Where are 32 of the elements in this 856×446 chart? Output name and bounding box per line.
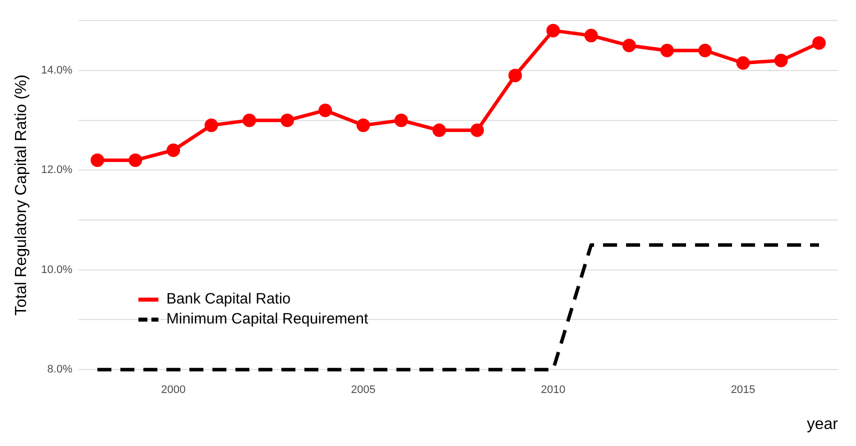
- point: [90, 153, 104, 167]
- y-tick-label: 8.0%: [47, 364, 73, 376]
- point: [280, 114, 294, 128]
- point: [394, 114, 408, 128]
- legend-label: Minimum Capital Requirement: [166, 310, 369, 328]
- x-tick-label: 2015: [730, 384, 756, 396]
- point: [470, 124, 484, 138]
- point: [128, 153, 142, 167]
- y-axis-title: Total Regulatory Capital Ratio (%): [13, 74, 30, 316]
- point: [812, 36, 826, 50]
- y-tick-label: 12.0%: [41, 164, 73, 176]
- point: [204, 118, 218, 132]
- point: [622, 38, 636, 52]
- point: [660, 44, 674, 58]
- point: [546, 24, 560, 38]
- point: [774, 54, 788, 68]
- point: [432, 124, 446, 138]
- legend-label: Bank Capital Ratio: [166, 290, 291, 308]
- x-axis-title: year: [806, 416, 839, 433]
- x-tick-label: 2000: [161, 384, 186, 396]
- point: [698, 44, 712, 58]
- point: [166, 143, 180, 157]
- x-tick-label: 2010: [540, 384, 566, 396]
- point: [508, 68, 522, 82]
- y-tick-label: 14.0%: [41, 64, 73, 76]
- point: [736, 56, 750, 70]
- point: [242, 114, 256, 128]
- x-tick-label: 2005: [351, 384, 376, 396]
- point: [356, 118, 370, 132]
- point: [584, 28, 598, 42]
- y-tick-label: 10.0%: [41, 264, 73, 276]
- point: [318, 104, 332, 118]
